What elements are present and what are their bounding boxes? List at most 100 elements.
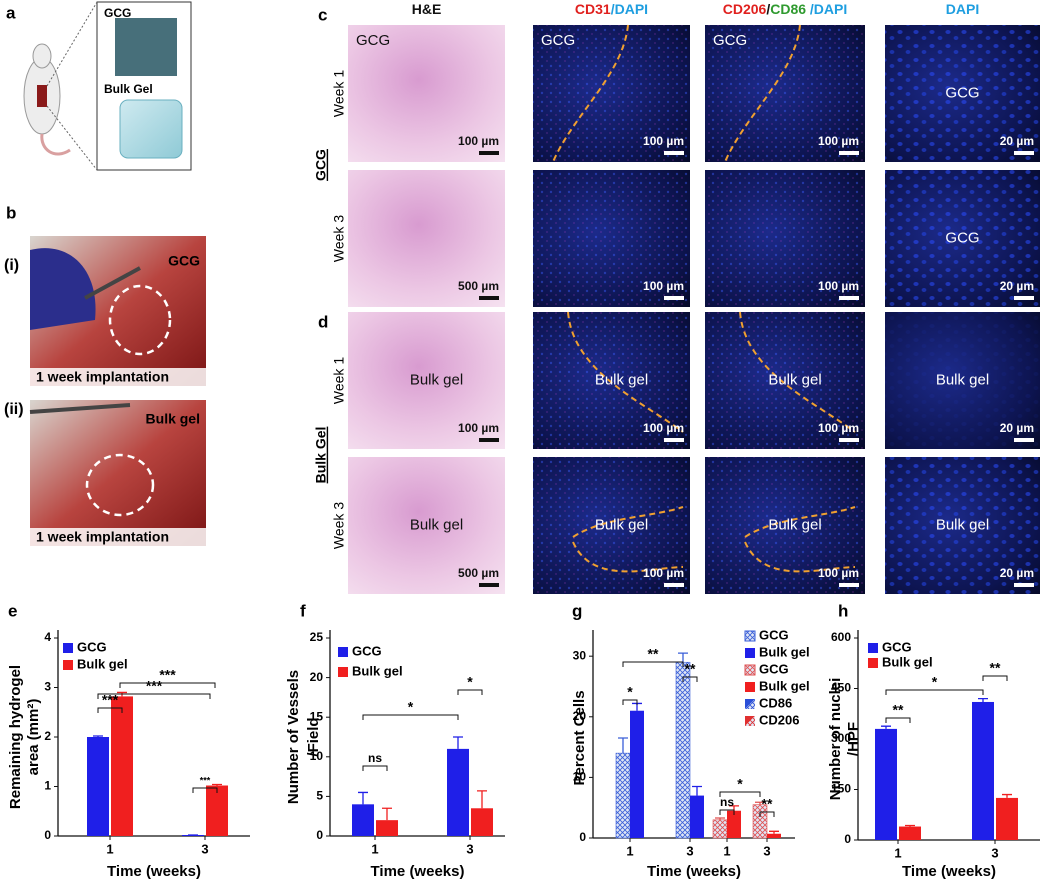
zoom-box	[96, 1, 192, 171]
significance-bracket	[97, 707, 123, 713]
bar	[206, 785, 228, 836]
x-tick-label: 3	[201, 841, 208, 856]
y-tick-label: 20	[310, 670, 324, 684]
bar	[376, 820, 398, 836]
panel-label: g	[572, 601, 582, 620]
y-tick-label: 0	[316, 828, 323, 842]
scale-bar	[479, 296, 499, 300]
gel-boundary	[744, 506, 856, 573]
column-header: CD206/CD86 /DAPI	[723, 1, 848, 17]
scale-bar	[664, 583, 684, 587]
micrograph	[348, 170, 505, 307]
tile-label: GCG	[356, 32, 390, 49]
bar	[630, 710, 644, 838]
panel-label: e	[8, 601, 17, 620]
mouse-tail	[40, 133, 71, 156]
stain-texture	[705, 170, 865, 307]
scale-bar-label: 20 µm	[1000, 279, 1034, 293]
implant-site	[37, 85, 47, 107]
y-tick-label: 10	[573, 770, 587, 784]
scale-bar-label: 100 µm	[458, 421, 499, 435]
micrograph	[348, 457, 505, 594]
significance-label: **	[685, 661, 696, 677]
significance-bracket	[97, 693, 211, 699]
error-bar	[769, 830, 779, 834]
y-tick-label: 10	[310, 749, 324, 763]
y-tick-label: 5	[316, 789, 323, 803]
significance-label: *	[737, 776, 743, 792]
legend-swatch	[338, 667, 348, 677]
y-tick-label: 25	[310, 630, 324, 644]
row-label: Week 1	[331, 357, 347, 404]
scale-bar	[839, 438, 859, 442]
stain-texture	[705, 25, 865, 162]
y-tick-label: 0	[44, 828, 51, 842]
significance-label: **	[762, 796, 773, 812]
scale-bar	[479, 583, 499, 587]
panel-label: d	[318, 312, 328, 331]
y-tick-label: 0	[844, 832, 851, 846]
bar	[471, 808, 493, 836]
tile-label: Bulk gel	[595, 516, 648, 533]
y-tick-label: 600	[831, 630, 851, 644]
header-part: CD206	[723, 1, 767, 17]
legend-label: GCG	[882, 639, 912, 654]
x-tick-label: 3	[466, 841, 473, 856]
panel-label: b	[6, 203, 16, 222]
legend-swatch	[744, 630, 756, 642]
gel-outline	[108, 284, 172, 356]
scale-bar	[479, 151, 499, 155]
tile-label: Bulk gel	[768, 371, 821, 388]
legend-label: GCG	[759, 661, 789, 676]
header-part: CD31	[575, 1, 611, 17]
scale-bar-label: 100 µm	[458, 134, 499, 148]
bar	[690, 795, 704, 838]
panel-label: f	[300, 601, 306, 620]
mouse-head	[32, 43, 52, 69]
significance-bracket	[192, 787, 218, 793]
bar	[875, 728, 897, 840]
bar	[767, 833, 781, 838]
gel-boundary	[739, 311, 856, 433]
significance-bracket	[982, 675, 1008, 681]
stain-texture	[533, 312, 690, 449]
legend-swatch	[868, 643, 878, 653]
stain-texture	[885, 312, 1040, 449]
photo-tag: (ii)	[4, 401, 24, 418]
error-bar	[692, 785, 702, 796]
error-bar	[978, 697, 988, 702]
significance-label: **	[990, 660, 1001, 676]
error-bar	[1002, 793, 1012, 798]
scale-bar	[664, 151, 684, 155]
tile-label: Bulk gel	[936, 516, 989, 533]
error-bar	[212, 783, 222, 786]
y-axis-label: Number of Vessels	[285, 670, 302, 804]
forceps	[29, 403, 131, 414]
error-bar	[678, 652, 688, 663]
significance-label: **	[648, 646, 659, 662]
significance-label: ***	[102, 692, 119, 708]
caption-band	[30, 528, 206, 546]
scale-bar	[1014, 296, 1034, 300]
photo-tag: (i)	[4, 257, 19, 274]
row-label: Week 3	[331, 215, 347, 262]
bar	[727, 810, 741, 838]
scale-bar-label: 100 µm	[643, 134, 684, 148]
gel-boundary	[567, 311, 684, 433]
x-tick-label: 1	[894, 845, 901, 860]
stain-texture	[885, 457, 1040, 594]
header-part: /DAPI	[806, 1, 847, 17]
header-part: CD86	[770, 1, 806, 17]
significance-bracket	[362, 714, 459, 720]
stain-texture	[705, 312, 865, 449]
error-bar	[477, 790, 487, 809]
glove	[30, 248, 96, 330]
error-bar	[453, 736, 463, 749]
gel-outline	[85, 453, 155, 517]
legend-swatch	[338, 647, 348, 657]
significance-label: *	[408, 699, 414, 715]
scale-bar-label: 100 µm	[643, 566, 684, 580]
y-tick-label: 300	[831, 731, 851, 745]
bar	[615, 752, 631, 839]
tile-label: Bulk gel	[595, 371, 648, 388]
